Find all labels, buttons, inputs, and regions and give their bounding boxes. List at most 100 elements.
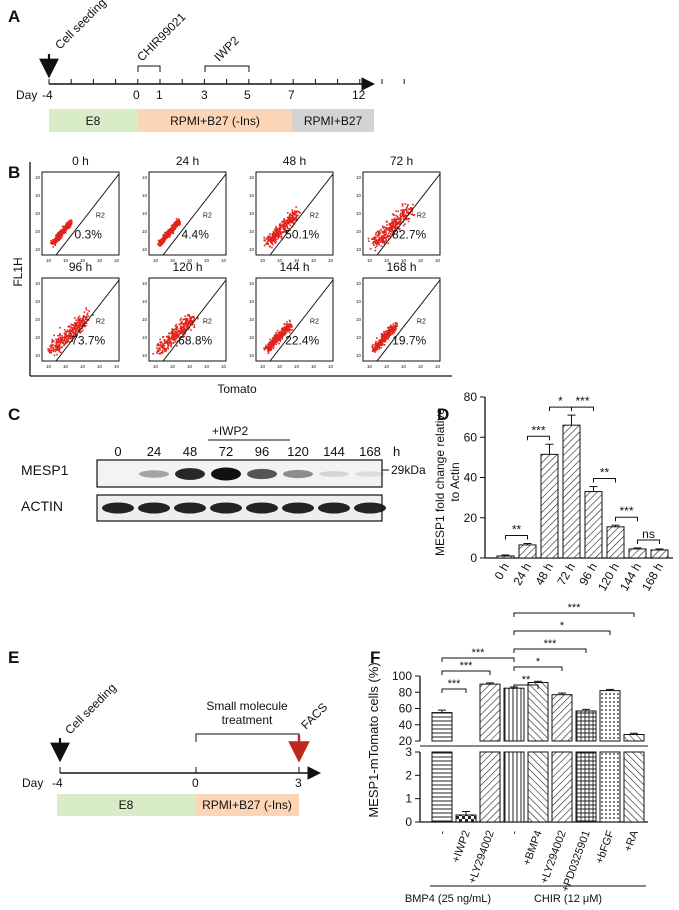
flow-gate-label: R2 (417, 319, 426, 326)
flow-axis-tick: 10 (249, 193, 255, 198)
mesp1-band (139, 470, 169, 478)
flow-axis-tick: 10 (249, 211, 255, 216)
tick-label: 12 (352, 88, 366, 102)
iwp2-treatment-label: +IWP2 (212, 424, 249, 438)
panel-label-a: A (8, 7, 20, 26)
chir-label: CHIR99021 (134, 10, 188, 64)
chart-f-bar (455, 814, 477, 823)
group-label-bmp4: BMP4 (25 ng/mL) (405, 893, 491, 905)
flow-axis-tick: 10 (418, 364, 424, 369)
chart-f-ytick-label: 60 (399, 702, 413, 716)
flow-percentage: 0.3% (75, 227, 103, 241)
chart-f-bar (575, 751, 597, 823)
flow-plot-time: 72 h (390, 154, 413, 168)
flow-axis-tick: 10 (311, 364, 317, 369)
flow-axis-tick: 10 (142, 281, 148, 286)
flow-ylabel: FL1H (11, 257, 25, 286)
chart-f-ytick-label: 20 (399, 734, 413, 748)
flow-gate-line (162, 173, 227, 256)
flow-plot: 24 h 10 10 10 10 10 10 10 10 10 10 R2 4.4% (142, 154, 227, 263)
actin-band (138, 502, 170, 514)
chart-f-sig-bracket (513, 648, 587, 653)
lane-label: 168 (359, 444, 381, 459)
flow-gate-label: R2 (96, 213, 105, 220)
flow-axis-tick: 10 (97, 364, 103, 369)
chart-f-category-label: +RA (622, 828, 641, 853)
flow-axis-tick: 10 (142, 317, 148, 322)
chart-d-sig-bracket (571, 406, 594, 412)
flow-axis-tick: 10 (142, 211, 148, 216)
flow-gate-label: R2 (417, 213, 426, 220)
panel-c: C +IWP2 0 24 48 72 96 120 144 168 h MESP1 ACTIN… (8, 405, 426, 522)
chart-f-bar (503, 687, 525, 742)
flow-axis-tick: 10 (311, 258, 317, 263)
flow-gate-label: R2 (310, 213, 319, 220)
tick-label: 0 (133, 88, 140, 102)
chart-f-bar (479, 751, 501, 823)
chart-f-bar (623, 734, 645, 742)
flow-axis-tick: 10 (401, 364, 407, 369)
medium-label-rpmi-no-ins: RPMI+B27 (-Ins) (202, 798, 292, 812)
actin-band (210, 502, 242, 514)
iwp2-label: IWP2 (211, 33, 242, 64)
flow-gate-line (269, 173, 334, 256)
chart-f-sig-bracket (441, 657, 515, 662)
chart-f-sig-label: * (560, 620, 565, 632)
flow-axis-tick: 10 (356, 281, 362, 286)
tick-label: 7 (288, 88, 295, 102)
chart-f-category-label: - (436, 829, 449, 837)
flow-axis-tick: 10 (294, 364, 300, 369)
flow-axis-tick: 10 (435, 258, 441, 263)
flow-axis-tick: 10 (249, 229, 255, 234)
chart-d-sig-label: *** (531, 423, 545, 437)
chart-f-sig-bracket (513, 684, 539, 689)
flow-gate-line (376, 173, 441, 256)
flow-gate-line (55, 173, 120, 256)
chart-d-ylabel-line1: MESP1 fold change relative (433, 408, 447, 556)
flow-plot-time: 24 h (176, 154, 199, 168)
panel-a: A Cell seeding Day -4 0 1 3 5 7 12 CHIR9… (8, 0, 405, 132)
flow-axis-tick: 10 (249, 299, 255, 304)
panel-d: D MESP1 fold change relative to Actin 0 2… (433, 390, 673, 594)
flow-axis-tick: 10 (35, 247, 41, 252)
chart-d-sig-label: * (558, 394, 563, 408)
flow-axis-tick: 10 (153, 364, 159, 369)
flow-plot: 0 h 10 10 10 10 10 10 10 10 10 10 R2 0.3% (35, 154, 120, 263)
chart-d-ylabel-line2: to Actin (448, 462, 462, 501)
western-bands (102, 467, 386, 514)
chart-f-sig-label: ** (522, 674, 531, 686)
chart-d-sig-label: ** (512, 523, 522, 537)
flow-percentage: 82.7% (392, 227, 426, 241)
lane-label: 0 (114, 444, 121, 459)
medium-label-e8: E8 (86, 114, 101, 128)
iwp2-bracket (204, 65, 250, 72)
flow-plot-time: 48 h (283, 154, 306, 168)
chart-d-category-label: 144 h (617, 561, 644, 594)
flow-axis-tick: 10 (328, 364, 334, 369)
seeding-label-e: Cell seeding (62, 681, 119, 738)
panel-b: B FL1H Tomato 0 h10101010101010101010R20… (8, 154, 452, 396)
chart-f-bar (623, 751, 645, 823)
flow-axis-tick: 10 (384, 258, 390, 263)
treatment-label-line1: Small molecule (206, 699, 288, 713)
panel-e: E Cell seeding Day -4 0 3 Small molecule… (8, 648, 330, 816)
flow-percentage: 22.4% (285, 333, 319, 347)
day-label-e: Day (22, 776, 43, 790)
chart-f-bar (527, 751, 549, 823)
mesp1-band (319, 471, 349, 477)
medium-bar-rpmi (292, 109, 374, 132)
chart-f-bar (599, 751, 621, 823)
chart-f-bar (527, 682, 549, 742)
actin-band (354, 502, 386, 514)
chart-f-sig-label: *** (544, 638, 558, 650)
chart-d-sig-label: *** (575, 394, 589, 408)
panel-label-c: C (8, 405, 20, 424)
lane-unit: h (393, 444, 400, 459)
chart-f-bar (479, 683, 501, 742)
flow-gate-line (55, 279, 120, 362)
chart-d-sig-label: ** (600, 466, 610, 480)
flow-axis-tick: 10 (35, 281, 41, 286)
flow-percentage: 50.1% (285, 227, 319, 241)
mesp1-band (355, 471, 385, 477)
